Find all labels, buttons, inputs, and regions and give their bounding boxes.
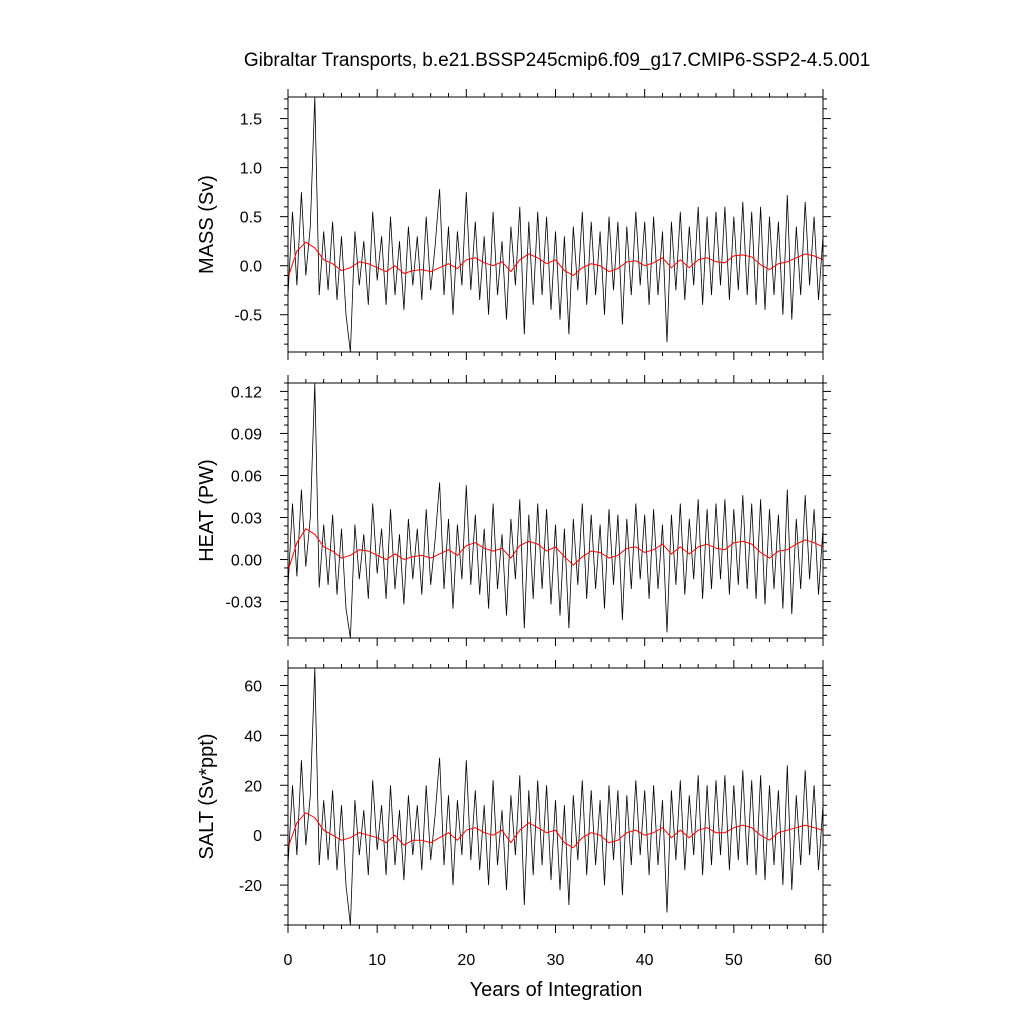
panel-2: -0.03 0.00 0.03 0.06 0.09 0.12 HEAT (PW) xyxy=(196,375,831,646)
y-tick-label: 0.09 xyxy=(231,426,262,443)
series-line-smoothed xyxy=(288,528,823,571)
y-axis-label: HEAT (PW) xyxy=(196,459,218,562)
y-tick-label: 40 xyxy=(244,728,262,745)
y-tick-label: 20 xyxy=(244,778,262,795)
y-tick-label: 1.5 xyxy=(240,112,262,129)
series-line-smoothed xyxy=(288,241,823,278)
series-line-raw xyxy=(288,668,823,925)
y-tick-label: -0.5 xyxy=(234,308,262,325)
plot-frame xyxy=(287,96,824,353)
y-tick-label: 0.5 xyxy=(240,210,262,227)
y-tick-label: 0.03 xyxy=(231,511,262,528)
panel-3: -20 0 20 40 60 0 10 20 30 40 50 60 SALT (Sv*ppt) xyxy=(196,660,832,969)
series-line-smoothed xyxy=(288,812,823,849)
y-tick-label: 1.0 xyxy=(240,161,262,178)
y-tick-label: 0 xyxy=(253,828,262,845)
y-tick-label: 0.00 xyxy=(231,553,262,570)
x-tick-label: 30 xyxy=(547,952,565,969)
plot-frame xyxy=(287,382,824,639)
y-axis-label: MASS (Sv) xyxy=(196,175,218,274)
x-tick-label: 20 xyxy=(457,952,475,969)
x-tick-label: 10 xyxy=(368,952,386,969)
x-tick-label: 50 xyxy=(725,952,743,969)
x-tick-label: 60 xyxy=(814,952,832,969)
y-tick-label: -20 xyxy=(239,878,262,895)
y-tick-label: -0.03 xyxy=(226,595,263,612)
y-tick-label: 0.12 xyxy=(231,384,262,401)
y-tick-label: 60 xyxy=(244,678,262,695)
series-line-raw xyxy=(288,97,823,352)
figure-title: Gibraltar Transports, b.e21.BSSP245cmip6… xyxy=(244,50,870,71)
x-axis-label: Years of Integration xyxy=(470,979,643,1001)
plot-frame xyxy=(287,667,824,926)
y-tick-label: 0.06 xyxy=(231,468,262,485)
panel-1: -0.5 0.0 0.5 1.0 1.5 MASS (Sv) xyxy=(196,89,831,360)
x-tick-label: 40 xyxy=(636,952,654,969)
series-line-raw xyxy=(288,383,823,638)
y-axis-label: SALT (Sv*ppt) xyxy=(196,734,218,860)
x-tick-label: 0 xyxy=(284,952,293,969)
y-tick-label: 0.0 xyxy=(240,259,262,276)
